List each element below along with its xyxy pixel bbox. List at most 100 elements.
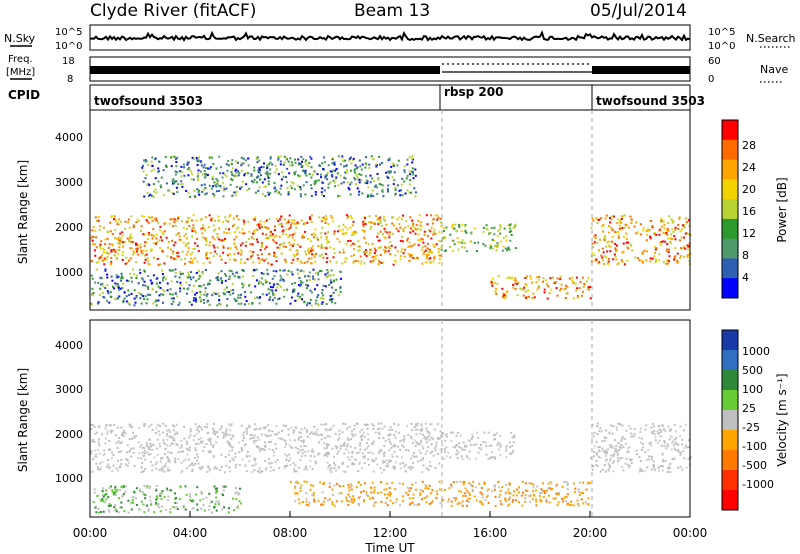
vel-cb-tick-1000: 1000 — [742, 345, 770, 358]
scatter-cell — [452, 250, 454, 252]
scatter-cell — [102, 296, 104, 298]
scatter-cell — [630, 216, 632, 218]
scatter-cell — [125, 463, 127, 465]
scatter-cell — [321, 434, 323, 436]
scatter-cell — [311, 305, 313, 307]
scatter-cell — [355, 183, 357, 185]
scatter-cell — [612, 258, 614, 260]
scatter-cell — [592, 220, 594, 222]
scatter-cell — [603, 263, 605, 265]
scatter-cell — [94, 255, 96, 257]
colorbar-swatch — [722, 160, 738, 180]
scatter-cell — [413, 177, 415, 179]
scatter-cell — [212, 163, 214, 165]
scatter-cell — [322, 182, 324, 184]
scatter-cell — [350, 446, 352, 448]
scatter-cell — [671, 436, 673, 438]
scatter-cell — [229, 429, 231, 431]
scatter-cell — [353, 221, 355, 223]
scatter-cell — [519, 288, 521, 290]
scatter-cell — [179, 271, 181, 273]
scatter-cell — [240, 249, 242, 251]
scatter-cell — [428, 435, 430, 437]
scatter-cell — [430, 251, 432, 253]
scatter-cell — [205, 497, 207, 499]
scatter-cell — [392, 176, 394, 178]
scatter-cell — [214, 433, 216, 435]
scatter-cell — [300, 445, 302, 447]
scatter-cell — [610, 446, 612, 448]
scatter-cell — [146, 241, 148, 243]
scatter-cell — [377, 173, 379, 175]
scatter-cell — [225, 280, 227, 282]
scatter-cell — [535, 490, 537, 492]
scatter-cell — [213, 423, 215, 425]
scatter-cell — [683, 256, 685, 258]
scatter-cell — [551, 488, 553, 490]
scatter-cell — [311, 234, 313, 236]
scatter-cell — [587, 482, 589, 484]
scatter-cell — [118, 437, 120, 439]
scatter-cell — [646, 250, 648, 252]
scatter-cell — [331, 162, 333, 164]
scatter-cell — [621, 439, 623, 441]
scatter-cell — [198, 285, 200, 287]
scatter-cell — [662, 470, 664, 472]
scatter-cell — [188, 274, 190, 276]
scatter-cell — [482, 497, 484, 499]
scatter-cell — [266, 269, 268, 271]
scatter-cell — [332, 494, 334, 496]
scatter-cell — [331, 501, 333, 503]
scatter-cell — [590, 227, 592, 229]
scatter-cell — [608, 225, 610, 227]
scatter-cell — [132, 432, 134, 434]
scatter-cell — [225, 431, 227, 433]
scatter-cell — [204, 173, 206, 175]
scatter-cell — [293, 223, 295, 225]
scatter-cell — [353, 169, 355, 171]
scatter-cell — [367, 195, 369, 197]
scatter-cell — [242, 434, 244, 436]
scatter-cell — [610, 227, 612, 229]
scatter-cell — [206, 443, 208, 445]
scatter-cell — [391, 482, 393, 484]
scatter-cell — [366, 252, 368, 254]
scatter-cell — [330, 279, 332, 281]
scatter-cell — [223, 247, 225, 249]
scatter-cell — [594, 445, 596, 447]
scatter-cell — [99, 294, 101, 296]
scatter-cell — [687, 244, 689, 246]
scatter-cell — [114, 298, 116, 300]
scatter-cell — [94, 450, 96, 452]
scatter-cell — [138, 282, 140, 284]
scatter-cell — [549, 501, 551, 503]
scatter-cell — [141, 462, 143, 464]
scatter-cell — [557, 278, 559, 280]
scatter-cell — [663, 261, 665, 263]
scatter-cell — [351, 163, 353, 165]
scatter-cell — [370, 226, 372, 228]
scatter-cell — [171, 298, 173, 300]
scatter-cell — [396, 228, 398, 230]
scatter-cell — [152, 228, 154, 230]
scatter-cell — [594, 432, 596, 434]
scatter-cell — [387, 188, 389, 190]
scatter-cell — [164, 496, 166, 498]
scatter-cell — [674, 229, 676, 231]
scatter-cell — [179, 302, 181, 304]
scatter-cell — [297, 482, 299, 484]
scatter-cell — [345, 177, 347, 179]
scatter-cell — [592, 243, 594, 245]
scatter-cell — [127, 459, 129, 461]
scatter-cell — [136, 244, 138, 246]
scatter-cell — [167, 499, 169, 501]
scatter-cell — [342, 229, 344, 231]
scatter-cell — [229, 444, 231, 446]
scatter-cell — [261, 242, 263, 244]
scatter-cell — [614, 440, 616, 442]
scatter-cell — [523, 287, 525, 289]
scatter-cell — [109, 243, 111, 245]
scatter-cell — [174, 156, 176, 158]
scatter-cell — [333, 425, 335, 427]
scatter-cell — [548, 488, 550, 490]
